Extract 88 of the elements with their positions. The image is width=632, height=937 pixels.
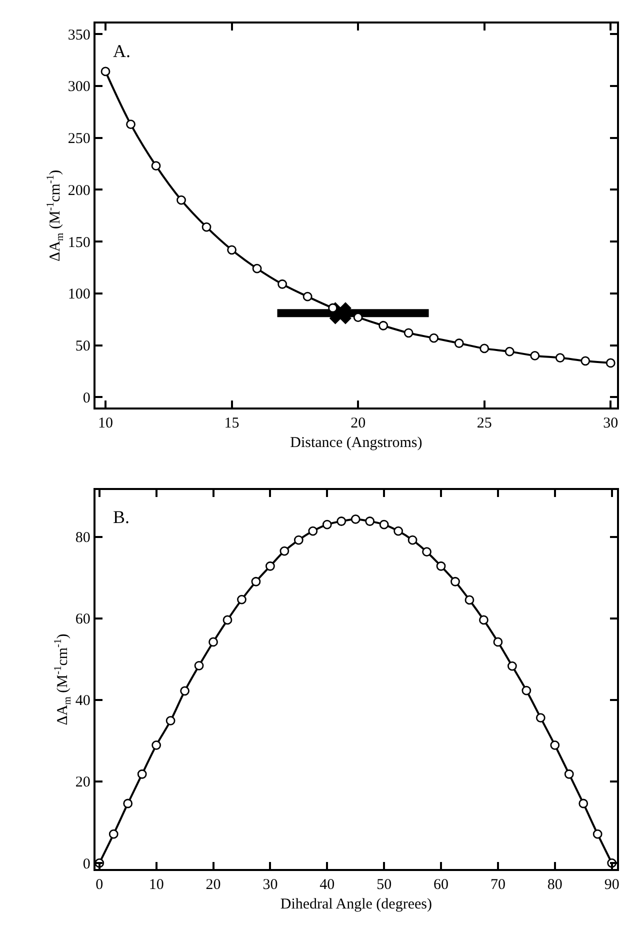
x-axis-title: Distance (Angstroms) [290,435,422,452]
point [429,333,439,343]
point [252,264,262,274]
y-tick-label: 20 [75,774,90,791]
point [480,344,490,354]
point [379,520,389,530]
y-tick-label: 50 [75,338,90,355]
y-tick-label: 40 [75,693,90,710]
y-tick-label: 200 [68,182,90,199]
x-tick-label: 0 [96,877,104,894]
point [166,716,176,726]
point [493,637,503,647]
point [266,561,275,571]
point [550,740,560,750]
annotation: B. [113,507,130,527]
x-tick-label: 80 [547,877,562,894]
point [580,356,590,366]
point [151,161,161,171]
point [606,358,616,368]
point [126,120,136,130]
point [530,351,540,360]
y-tick-label: 300 [68,79,90,96]
point [302,292,312,302]
point [202,222,212,232]
point [522,686,532,696]
x-tick-label: 20 [206,877,221,894]
x-tick-label: 15 [224,416,240,432]
point [555,353,565,362]
x-tick-label: 50 [376,877,392,894]
x-tick-label: 10 [98,416,113,432]
point [450,576,460,586]
point [278,279,287,289]
point [464,595,474,605]
point [353,312,363,322]
x-tick-label: 60 [434,877,449,894]
point [454,338,464,348]
y-tick-label: 60 [75,612,90,628]
x-tick-label: 40 [320,877,335,894]
x-tick-label: 90 [604,877,620,894]
point [536,713,546,723]
point [592,829,602,839]
x-axis-title: Dihedral Angle (degrees) [280,896,432,913]
point [408,535,418,545]
point [404,328,414,338]
y-tick-label: 0 [82,856,90,872]
point [564,769,574,779]
point [251,576,261,586]
point [222,615,232,625]
point [365,516,375,526]
point [507,661,517,671]
point [280,546,290,556]
point [436,561,446,571]
point [394,526,404,536]
y-tick-label: 350 [68,27,90,44]
point [100,66,110,76]
point [180,686,190,696]
y-tick-label: 150 [68,234,90,251]
point [308,526,318,536]
point [336,516,346,526]
point [194,660,204,670]
point [504,346,514,356]
point [294,535,304,545]
y-tick-label: 0 [82,390,90,406]
point [578,798,588,808]
point [123,798,133,808]
point [328,303,338,313]
y-tick-label: 100 [68,286,90,303]
point [237,594,246,604]
x-tick-label: 70 [490,877,506,894]
point [322,520,332,530]
point [108,829,118,839]
point [350,514,360,524]
point [378,320,388,330]
point [152,740,162,750]
x-tick-label: 25 [476,416,492,432]
x-tick-label: 30 [603,416,618,432]
point [422,547,432,557]
point [227,245,236,255]
y-tick-label: 250 [68,131,90,148]
point [176,195,186,205]
annotation: A. [113,41,130,61]
y-tick-label: 80 [75,530,90,546]
point [479,615,488,625]
x-tick-label: 20 [350,416,366,432]
x-tick-label: 30 [262,877,278,894]
x-tick-label: 10 [148,877,164,894]
point [208,637,218,647]
point [137,769,147,779]
